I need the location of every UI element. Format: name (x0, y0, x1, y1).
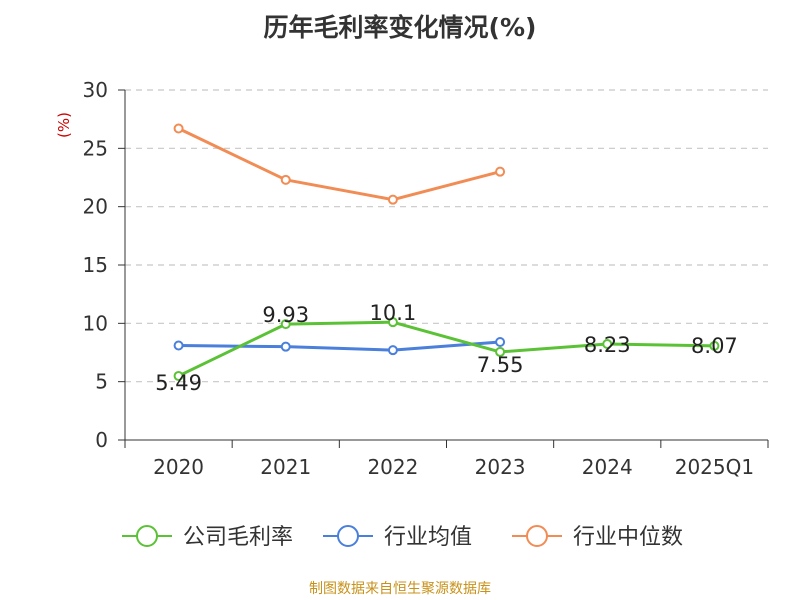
data-label: 5.49 (155, 371, 202, 395)
data-point (602, 338, 613, 349)
x-tick-label: 2023 (475, 455, 526, 479)
legend-marker (526, 525, 548, 547)
legend-label: 行业中位数 (573, 525, 683, 550)
data-point (387, 317, 398, 328)
data-point (173, 370, 184, 381)
gridlines (125, 89, 768, 383)
legend-marker (337, 525, 359, 547)
data-label: 9.93 (262, 303, 309, 327)
series-lines (173, 123, 720, 381)
legend-label: 行业均值 (384, 525, 472, 550)
data-point (280, 341, 291, 352)
x-tick-label: 2024 (582, 455, 633, 479)
data-point (173, 340, 184, 351)
data-point (173, 123, 184, 134)
legend-marker (136, 525, 158, 547)
y-tick-label: 25 (83, 136, 108, 160)
series-line (177, 320, 715, 378)
series-line (178, 340, 501, 352)
data-source-note: 制图数据来自恒生聚源数据库 (309, 581, 491, 597)
data-point (709, 340, 720, 351)
x-tick-label: 2021 (260, 455, 311, 479)
data-label: 7.55 (477, 353, 524, 377)
y-tick-label: 15 (83, 253, 108, 277)
data-point (387, 345, 398, 356)
x-tick-label: 2020 (153, 455, 204, 479)
x-tick-label: 2022 (367, 455, 418, 479)
data-point (495, 346, 506, 357)
y-tick-label: 5 (95, 370, 108, 394)
legend-label: 公司毛利率 (183, 525, 293, 550)
data-point (280, 174, 291, 185)
y-tick-label: 30 (83, 78, 108, 102)
x-tick-label: 2025Q1 (675, 455, 754, 479)
data-point (280, 319, 291, 330)
data-labels: 5.49 9.93 10.1 7.55 8.23 8.07 (155, 301, 738, 395)
axes: 0 5 10 15 20 25 30 2020 2021 2022 2023 2024 2025Q1 (%… (55, 78, 769, 479)
data-point (387, 194, 398, 205)
y-axis-label: (%) (55, 112, 73, 138)
data-label: 8.23 (584, 333, 631, 357)
data-point (495, 166, 506, 177)
legend: 公司毛利率 行业均值 行业中位数 (122, 525, 683, 550)
y-tick-label: 10 (83, 311, 108, 335)
chart-title: 历年毛利率变化情况(%) (263, 13, 537, 42)
y-tick-label: 0 (95, 428, 108, 452)
series-line (177, 127, 501, 202)
data-point (495, 337, 506, 347)
data-label: 10.1 (370, 301, 417, 325)
data-label: 8.07 (691, 334, 738, 358)
y-tick-label: 20 (83, 195, 108, 219)
